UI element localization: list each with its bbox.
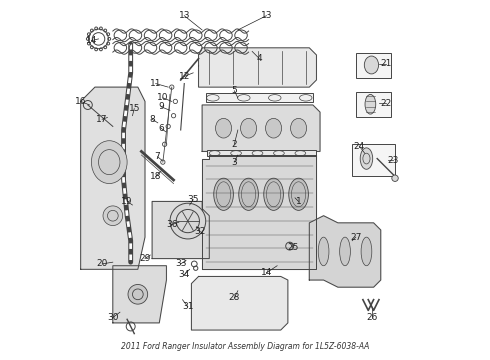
Polygon shape	[309, 216, 381, 287]
Ellipse shape	[364, 56, 379, 74]
Ellipse shape	[264, 178, 283, 210]
Text: 26: 26	[366, 313, 377, 322]
Polygon shape	[152, 202, 209, 258]
Ellipse shape	[291, 118, 307, 138]
Ellipse shape	[365, 94, 376, 114]
Polygon shape	[113, 266, 167, 323]
Text: 2: 2	[231, 140, 237, 149]
Text: 3: 3	[231, 158, 237, 167]
Ellipse shape	[214, 178, 233, 210]
FancyBboxPatch shape	[207, 150, 316, 157]
Text: 28: 28	[229, 293, 240, 302]
Text: 14: 14	[261, 268, 272, 277]
Text: 22: 22	[380, 99, 392, 108]
Text: 31: 31	[182, 302, 194, 311]
Ellipse shape	[318, 237, 329, 266]
Text: 34: 34	[178, 270, 190, 279]
FancyBboxPatch shape	[352, 144, 395, 176]
Text: 5: 5	[231, 86, 237, 95]
Polygon shape	[202, 155, 317, 269]
Text: 20: 20	[97, 260, 108, 269]
Polygon shape	[81, 87, 145, 269]
Ellipse shape	[241, 118, 257, 138]
Ellipse shape	[266, 118, 282, 138]
Text: 25: 25	[288, 243, 299, 252]
Text: 24: 24	[354, 141, 365, 150]
Ellipse shape	[392, 175, 398, 181]
Text: 14: 14	[86, 36, 97, 45]
Text: 36: 36	[166, 220, 177, 229]
Ellipse shape	[128, 284, 147, 304]
Ellipse shape	[340, 237, 350, 266]
Polygon shape	[202, 105, 320, 152]
Text: 12: 12	[178, 72, 190, 81]
Ellipse shape	[360, 148, 373, 169]
Text: 23: 23	[388, 156, 399, 165]
Text: 18: 18	[150, 172, 161, 181]
Text: 10: 10	[157, 93, 169, 102]
Polygon shape	[192, 276, 288, 330]
FancyBboxPatch shape	[206, 93, 313, 102]
Text: 16: 16	[75, 97, 86, 106]
Ellipse shape	[92, 141, 127, 184]
Ellipse shape	[103, 206, 122, 226]
FancyBboxPatch shape	[356, 53, 392, 78]
Text: 29: 29	[139, 254, 150, 263]
Ellipse shape	[289, 178, 308, 210]
Text: 30: 30	[107, 313, 119, 322]
Ellipse shape	[170, 203, 206, 239]
Text: 19: 19	[122, 197, 133, 206]
Text: 21: 21	[380, 59, 392, 68]
Text: 8: 8	[149, 115, 155, 124]
Text: 1: 1	[295, 197, 301, 206]
Text: 35: 35	[188, 195, 199, 204]
Text: 13: 13	[178, 11, 190, 20]
Ellipse shape	[239, 178, 258, 210]
Text: 9: 9	[158, 102, 164, 111]
Text: 33: 33	[175, 260, 187, 269]
Ellipse shape	[216, 118, 232, 138]
Text: 11: 11	[150, 79, 161, 88]
Text: 2011 Ford Ranger Insulator Assembly Diagram for 1L5Z-6038-AA: 2011 Ford Ranger Insulator Assembly Diag…	[121, 342, 369, 351]
Polygon shape	[198, 48, 317, 87]
FancyBboxPatch shape	[356, 93, 392, 117]
Ellipse shape	[361, 237, 372, 266]
Text: 27: 27	[350, 233, 362, 242]
Text: 15: 15	[128, 104, 140, 113]
Text: 4: 4	[256, 54, 262, 63]
Text: 6: 6	[158, 124, 164, 133]
Text: 13: 13	[261, 11, 272, 20]
Text: 32: 32	[195, 227, 206, 236]
Text: 17: 17	[97, 115, 108, 124]
Text: 7: 7	[155, 152, 160, 161]
